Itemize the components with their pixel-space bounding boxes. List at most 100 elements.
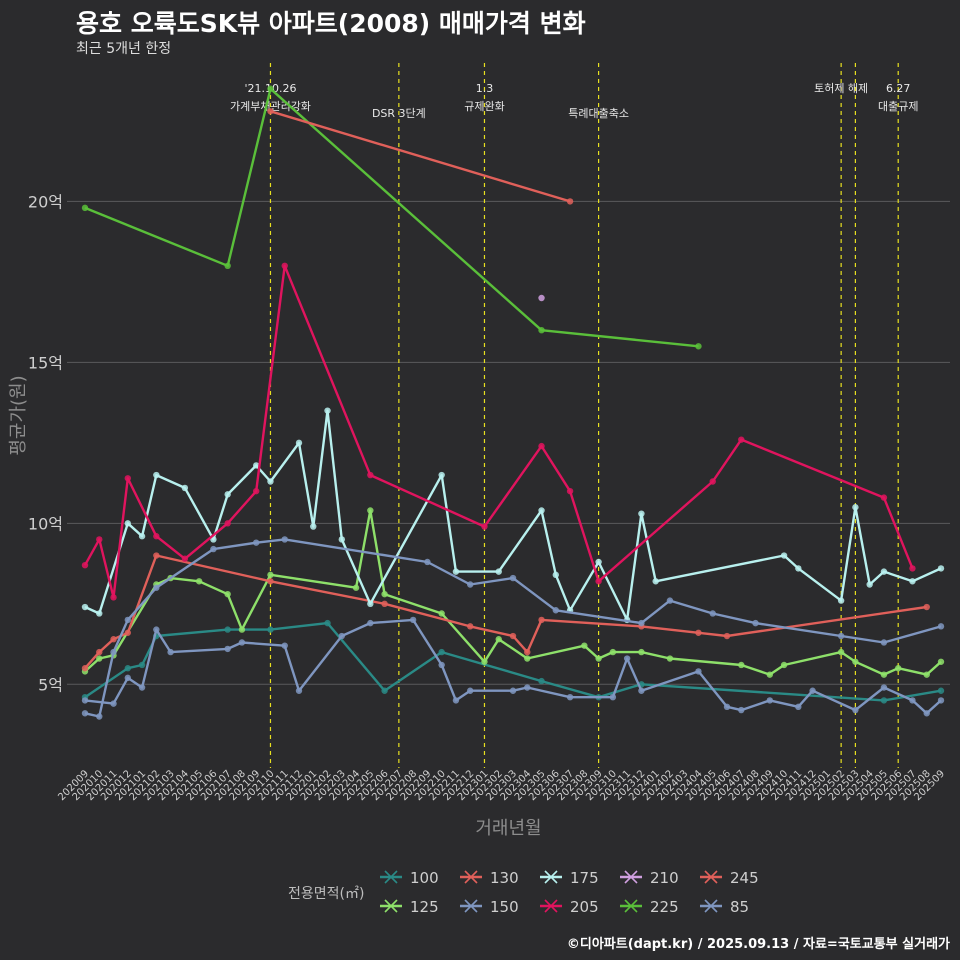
data-point-175	[909, 578, 916, 585]
event-label: 특례대출축소	[568, 107, 629, 120]
data-point-205	[880, 494, 888, 501]
data-point-125	[367, 507, 374, 514]
data-point-150	[723, 703, 731, 711]
data-point-150	[124, 674, 131, 682]
data-point-125	[780, 661, 788, 669]
data-point-130	[81, 665, 89, 672]
data-point-125	[595, 655, 602, 662]
data-point-175	[866, 581, 873, 588]
y-tick-label: 10억	[28, 514, 63, 533]
y-axis-title: 평균가(원)	[8, 375, 29, 455]
event-label: 6.27	[886, 82, 911, 95]
data-point-130	[923, 603, 930, 611]
data-point-205	[367, 471, 374, 479]
data-point-150	[809, 687, 816, 694]
legend-label-175: 175	[570, 869, 599, 887]
data-point-130	[267, 578, 274, 585]
data-point-125	[837, 648, 845, 656]
source-credit: ©디아파트(dapt.kr) / 2025.09.13 / 자료=국토교통부 실…	[566, 937, 950, 952]
data-point-210	[538, 294, 545, 302]
data-point-150	[923, 710, 930, 717]
legend-label-125: 125	[410, 898, 439, 916]
data-point-175	[96, 610, 103, 617]
data-point-125	[381, 590, 388, 598]
data-point-130	[96, 648, 103, 656]
data-point-205	[909, 565, 916, 572]
legend-label-85: 85	[730, 898, 749, 916]
data-point-125	[352, 584, 360, 591]
data-point-85	[752, 619, 759, 627]
event-label: 규제완화	[464, 100, 504, 113]
event-label: 토허제 해제	[814, 81, 868, 95]
data-point-150	[281, 642, 288, 649]
data-point-100	[438, 648, 445, 656]
data-point-125	[195, 578, 203, 585]
data-point-85	[153, 584, 160, 591]
data-point-175	[638, 510, 645, 517]
data-point-125	[238, 626, 246, 633]
data-point-85	[552, 607, 559, 614]
data-point-175	[937, 565, 945, 572]
data-point-150	[409, 616, 417, 624]
data-point-205	[81, 561, 89, 569]
data-point-175	[595, 558, 602, 566]
data-point-100	[324, 619, 331, 627]
data-point-205	[224, 520, 231, 527]
data-point-85	[467, 581, 474, 588]
event-label: DSR 3단계	[372, 107, 426, 120]
data-point-150	[238, 639, 246, 646]
data-point-205	[738, 436, 745, 443]
data-point-125	[638, 648, 645, 656]
data-point-125	[880, 671, 888, 678]
data-point-100	[538, 677, 545, 685]
data-point-150	[81, 697, 89, 704]
legend-marker-225	[624, 899, 638, 913]
legend-marker-175	[544, 870, 558, 884]
data-point-130	[524, 648, 531, 656]
data-point-150	[795, 703, 802, 711]
data-point-205	[181, 555, 189, 562]
series-line-205	[83, 264, 914, 599]
data-point-125	[738, 661, 745, 669]
data-point-130	[723, 632, 731, 640]
data-point-150	[167, 648, 174, 656]
legend-label-205: 205	[570, 898, 599, 916]
data-point-150	[438, 661, 445, 669]
legend-marker-125	[384, 899, 398, 913]
data-point-245	[267, 108, 274, 115]
data-point-100	[937, 687, 945, 694]
event-label: 가계부채관리강화	[230, 100, 311, 113]
data-point-125	[766, 671, 773, 678]
data-point-150	[153, 626, 160, 633]
data-point-225	[538, 326, 545, 334]
data-point-175	[438, 471, 445, 479]
data-point-150	[738, 706, 745, 714]
data-point-150	[138, 684, 146, 691]
legend-marker-100	[384, 870, 398, 884]
data-point-205	[124, 475, 131, 482]
data-point-175	[780, 552, 788, 559]
data-point-225	[224, 262, 231, 270]
data-point-100	[224, 626, 231, 633]
data-point-205	[110, 594, 117, 601]
data-point-85	[837, 632, 845, 640]
legend-label-150: 150	[490, 898, 519, 916]
data-point-130	[110, 636, 117, 643]
data-point-175	[181, 484, 189, 492]
data-point-150	[367, 619, 374, 627]
data-point-85	[253, 539, 260, 546]
legend-label-225: 225	[650, 898, 679, 916]
data-point-100	[124, 665, 131, 672]
data-point-175	[837, 597, 845, 604]
data-point-100	[880, 697, 888, 704]
data-point-150	[852, 706, 859, 714]
data-point-175	[538, 507, 545, 514]
data-point-175	[495, 568, 502, 575]
data-point-205	[96, 536, 103, 543]
legend-marker-85	[704, 899, 718, 913]
data-point-125	[96, 655, 103, 662]
data-point-175	[552, 571, 559, 579]
data-point-175	[324, 407, 331, 414]
data-point-100	[138, 661, 146, 669]
